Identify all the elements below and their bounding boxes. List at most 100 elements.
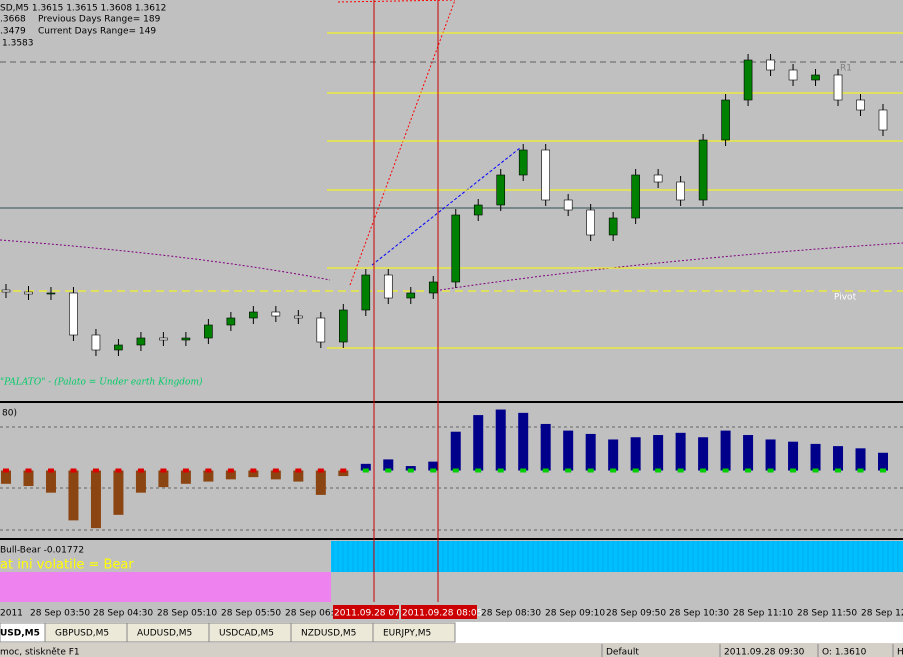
osc-bar [135, 470, 146, 493]
osc-bar [360, 463, 371, 471]
time-label: 28 Sep 06:3 [285, 609, 339, 619]
pivot-label: Pivot [834, 293, 857, 303]
header-text: SD,M5 1.3615 1.3615 1.3608 1.3612 [0, 4, 166, 14]
osc-bar [585, 433, 596, 471]
status-fields: moc, stiskněte F1 Default 2011.09.28 09:30… [0, 644, 903, 657]
time-label: 28 Sep 03:50 [30, 609, 90, 619]
osc-bar [338, 470, 349, 477]
osc-dot [835, 468, 842, 473]
candle-body [136, 337, 146, 346]
osc-dot [722, 468, 729, 473]
status-text: moc, stiskněte F1 [0, 648, 80, 657]
trend-line [337, 0, 456, 3]
candle-body [24, 291, 33, 295]
osc-bar [675, 432, 686, 471]
osc-bar [878, 452, 888, 471]
chart-bg [0, 0, 903, 622]
status-bar [0, 643, 903, 657]
osc-dot [160, 468, 167, 473]
osc-bar [495, 409, 506, 471]
osc-bar [405, 466, 416, 471]
osc-bar [540, 423, 551, 471]
osc-dot [452, 468, 459, 473]
osc-dot [587, 468, 594, 473]
osc-dot [3, 468, 9, 473]
candle-body [473, 204, 483, 216]
osc-bar [473, 415, 484, 471]
candle-body [406, 292, 416, 299]
osc-dot [385, 468, 392, 473]
tab-label: USD,M5 [0, 629, 40, 639]
time-axis-labels: 2011 28 Sep 03:50 28 Sep 04:30 28 Sep 05:10… [0, 605, 903, 619]
osc-bar [630, 437, 641, 471]
osc-bar [608, 439, 619, 471]
status-text: 2011.09.28 09:30 [724, 648, 805, 657]
candle-body [811, 74, 820, 81]
osc-bar [720, 430, 731, 471]
osc-bar [293, 470, 304, 482]
candle-body [204, 324, 213, 339]
osc-bar [68, 470, 79, 521]
osc-dot [542, 468, 549, 473]
osc-bar [113, 470, 124, 515]
osc-dot [767, 468, 774, 473]
candle-body [91, 334, 101, 351]
ma-line [439, 242, 903, 291]
r1-label: R1 [840, 64, 852, 74]
time-label: 2011.09.28 07 [334, 609, 400, 619]
osc-dot [250, 468, 257, 473]
candle-body [496, 174, 506, 206]
candle-body [69, 292, 78, 336]
candle-body [159, 337, 168, 341]
candle-body [383, 274, 393, 299]
candle-body [698, 139, 708, 201]
osc-dot [70, 468, 77, 473]
candle-body [451, 214, 461, 283]
osc-bar [518, 412, 529, 471]
bull-zone [331, 541, 903, 572]
osc-dot [610, 468, 617, 473]
annotation: "PALATO" - (Palato = Under earth Kingdom… [0, 377, 203, 388]
osc-bar [698, 437, 709, 471]
candle-body [721, 99, 730, 141]
osc-dot [497, 468, 504, 473]
osc-dot [655, 468, 662, 473]
osc-dot [182, 468, 189, 473]
candle-body [653, 174, 663, 183]
time-highlight [401, 605, 477, 619]
time-label: 28 Sep 05:50 [221, 609, 281, 619]
candle-body [586, 209, 595, 236]
osc-bar [743, 435, 754, 471]
tab-label: AUDUSD,M5 [137, 629, 192, 639]
candle-body [361, 274, 371, 311]
time-label: 28 Sep 05:10 [157, 609, 217, 619]
osc-bar [810, 443, 821, 471]
osc-dot [430, 468, 437, 473]
candle-body [541, 149, 550, 201]
osc-dot [812, 468, 819, 473]
time-label: 28 Sep 08:30 [481, 609, 541, 619]
osc-dot [272, 468, 279, 473]
osc-dot [677, 468, 684, 473]
osc-dot [340, 468, 347, 473]
osc-dot [205, 468, 212, 473]
candle-body [316, 317, 326, 343]
tab-label: EURJPY,M5 [383, 629, 431, 639]
header-text: Previous Days Range= 189 [38, 15, 161, 25]
tab[interactable] [372, 622, 456, 643]
bull-bear-label: Bull-Bear -0.01772 [0, 546, 84, 556]
candle-body [294, 315, 303, 319]
osc-dot [745, 468, 752, 473]
time-label: 28 Sep 12 [861, 609, 903, 619]
osc-dot [317, 468, 324, 473]
candle-body [563, 199, 573, 211]
time-label: 28 Sep 09:50 [606, 609, 666, 619]
candle-body [271, 311, 281, 317]
status-text: Default [606, 648, 639, 657]
osc-bar [90, 470, 101, 529]
header-text: .3668 [0, 15, 26, 25]
candle-body [181, 337, 191, 341]
osc-bar [653, 435, 664, 471]
candle-body [743, 59, 753, 101]
